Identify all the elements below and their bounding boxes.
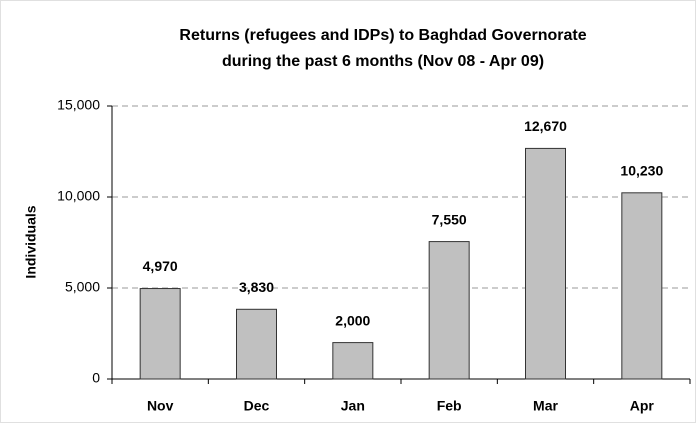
bar xyxy=(236,308,277,380)
bar xyxy=(525,147,566,380)
x-tick-label: Dec xyxy=(244,398,270,414)
bar xyxy=(621,192,663,380)
data-label: 3,830 xyxy=(239,279,274,295)
y-tick-label: 0 xyxy=(92,370,100,386)
bar xyxy=(428,241,470,380)
chart-title: Returns (refugees and IDPs) to Baghdad G… xyxy=(179,27,586,44)
y-axis-label: Individuals xyxy=(23,205,39,278)
y-tick-label: 10,000 xyxy=(57,188,100,204)
y-tick-label: 5,000 xyxy=(65,279,100,295)
x-tick-label: Nov xyxy=(147,398,174,414)
data-label: 4,970 xyxy=(143,258,178,274)
data-label: 7,550 xyxy=(432,211,467,227)
x-tick-label: Mar xyxy=(533,398,558,414)
bar xyxy=(332,342,374,380)
x-tick-label: Feb xyxy=(437,398,462,414)
chart-title: during the past 6 months (Nov 08 - Apr 0… xyxy=(222,53,544,70)
x-tick-label: Apr xyxy=(630,398,655,414)
y-tick-label: 15,000 xyxy=(57,97,100,113)
x-tick-label: Jan xyxy=(341,398,365,414)
data-label: 2,000 xyxy=(335,312,370,328)
data-label: 12,670 xyxy=(524,118,567,134)
data-label: 10,230 xyxy=(620,163,663,179)
bar xyxy=(139,288,181,380)
